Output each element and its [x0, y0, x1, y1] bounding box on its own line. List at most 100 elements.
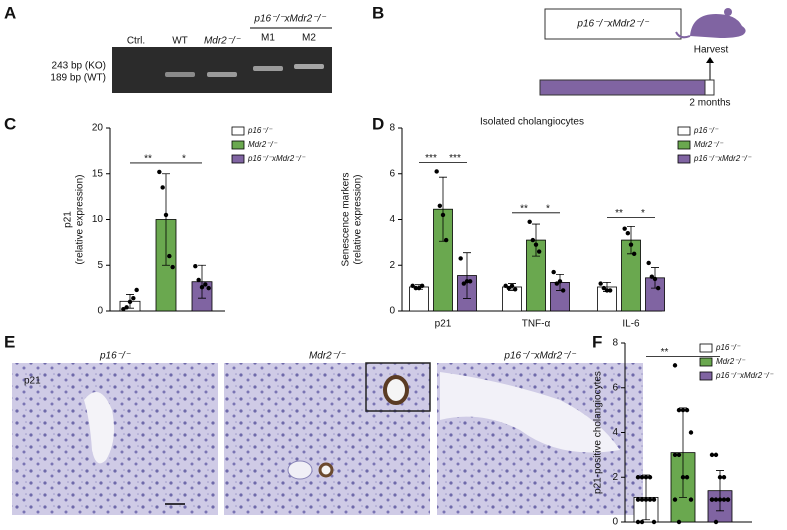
- significance-label: *: [641, 208, 645, 219]
- panel-label: E: [4, 332, 15, 351]
- panel-label: A: [4, 3, 16, 22]
- band-label: 243 bp (KO): [52, 61, 106, 72]
- data-point: [443, 237, 449, 243]
- y-axis-label: (relative expression): [75, 174, 86, 264]
- data-point: [672, 363, 678, 368]
- data-point: [628, 242, 634, 247]
- strain-label: p16⁻/⁻xMdr2⁻/⁻: [576, 19, 649, 30]
- data-point: [676, 452, 682, 458]
- data-point: [467, 279, 473, 284]
- data-point: [643, 497, 649, 502]
- y-tick-label: 4: [612, 427, 618, 438]
- significance-label: **: [661, 347, 669, 358]
- mouse-ear: [724, 8, 732, 16]
- legend-label: Mdr2⁻/⁻: [248, 140, 278, 149]
- y-tick-label: 6: [612, 382, 618, 393]
- gel-panel: p16⁻/⁻xMdr2⁻/⁻ Ctrl. WT Mdr2⁻/⁻ M1 M2 24…: [50, 14, 332, 93]
- legend-swatch: [231, 154, 245, 164]
- legend-label: Mdr2⁻/⁻: [716, 357, 746, 366]
- column-label: p16⁻/⁻xMdr2⁻/⁻: [503, 351, 576, 362]
- data-point: [557, 279, 563, 284]
- event-label: Harvest: [694, 45, 729, 56]
- legend-swatch: [699, 343, 713, 353]
- data-point: [713, 452, 719, 458]
- data-point: [655, 285, 661, 291]
- y-tick-label: 5: [97, 260, 103, 271]
- gel-band: [165, 72, 195, 77]
- mouse-tail: [675, 31, 691, 39]
- data-point: [717, 497, 723, 502]
- data-point: [647, 497, 653, 502]
- data-point: [196, 277, 201, 283]
- y-tick-label: 10: [92, 214, 104, 225]
- legend-label: p16⁻/⁻: [247, 126, 273, 135]
- y-tick-label: 8: [612, 338, 618, 349]
- duct: [383, 375, 409, 405]
- data-point: [604, 288, 610, 293]
- gel-image: [112, 47, 332, 93]
- panel-label: F: [592, 332, 602, 351]
- data-point: [533, 242, 539, 247]
- error-bar: [679, 407, 687, 498]
- band-label: 189 bp (WT): [50, 73, 106, 84]
- timeline-bar: [539, 79, 706, 96]
- error-bar: [642, 474, 650, 521]
- x-tick-label: p21: [435, 319, 452, 330]
- x-tick-label: TNF-α: [522, 319, 551, 330]
- data-point: [639, 519, 645, 525]
- data-point: [560, 288, 566, 293]
- lane-label: Ctrl.: [127, 36, 145, 47]
- significance-label: **: [520, 203, 528, 214]
- data-point: [413, 285, 419, 291]
- y-tick-label: 2: [389, 260, 395, 271]
- legend-label: p16⁻/⁻: [693, 126, 719, 135]
- gel-band: [253, 66, 283, 71]
- data-point: [607, 288, 613, 293]
- lane-label: M1: [261, 33, 275, 44]
- significance-label: *: [700, 347, 704, 358]
- data-point: [416, 285, 422, 291]
- data-point: [684, 407, 690, 413]
- data-point: [601, 285, 607, 291]
- data-point: [622, 226, 627, 231]
- data-point: [131, 295, 136, 301]
- data-point: [527, 219, 532, 224]
- data-point: [680, 475, 686, 480]
- data-point: [512, 287, 518, 292]
- vessel: [84, 392, 114, 464]
- mouse-icon: [690, 14, 746, 38]
- data-point: [649, 274, 655, 279]
- data-point: [134, 287, 139, 293]
- y-axis-label: p21-positive cholangiocytes: [593, 371, 604, 494]
- y-tick-label: 0: [389, 306, 395, 317]
- data-point: [688, 430, 694, 435]
- y-tick-label: 6: [389, 168, 395, 179]
- legend-label: p16⁻/⁻xMdr2⁻/⁻: [715, 371, 774, 380]
- data-point: [206, 285, 211, 291]
- vessel: [440, 372, 620, 453]
- data-point: [625, 231, 631, 236]
- data-point: [461, 281, 467, 286]
- data-point: [651, 519, 657, 525]
- stain-label: p21: [24, 376, 41, 387]
- data-point: [672, 497, 678, 502]
- data-point: [721, 497, 727, 502]
- data-point: [647, 475, 653, 480]
- data-point: [631, 251, 637, 257]
- lane-label: WT: [172, 36, 188, 47]
- data-point: [503, 283, 508, 289]
- data-point: [651, 497, 657, 502]
- legend-swatch: [231, 126, 245, 136]
- legend-swatch: [699, 371, 713, 381]
- data-point: [163, 212, 169, 218]
- data-point: [203, 282, 208, 287]
- data-point: [652, 276, 658, 282]
- legend-swatch: [699, 357, 713, 367]
- lane-label: M2: [302, 33, 316, 44]
- data-point: [419, 283, 425, 289]
- data-point: [464, 279, 470, 284]
- data-point: [506, 285, 512, 291]
- data-point: [199, 285, 205, 290]
